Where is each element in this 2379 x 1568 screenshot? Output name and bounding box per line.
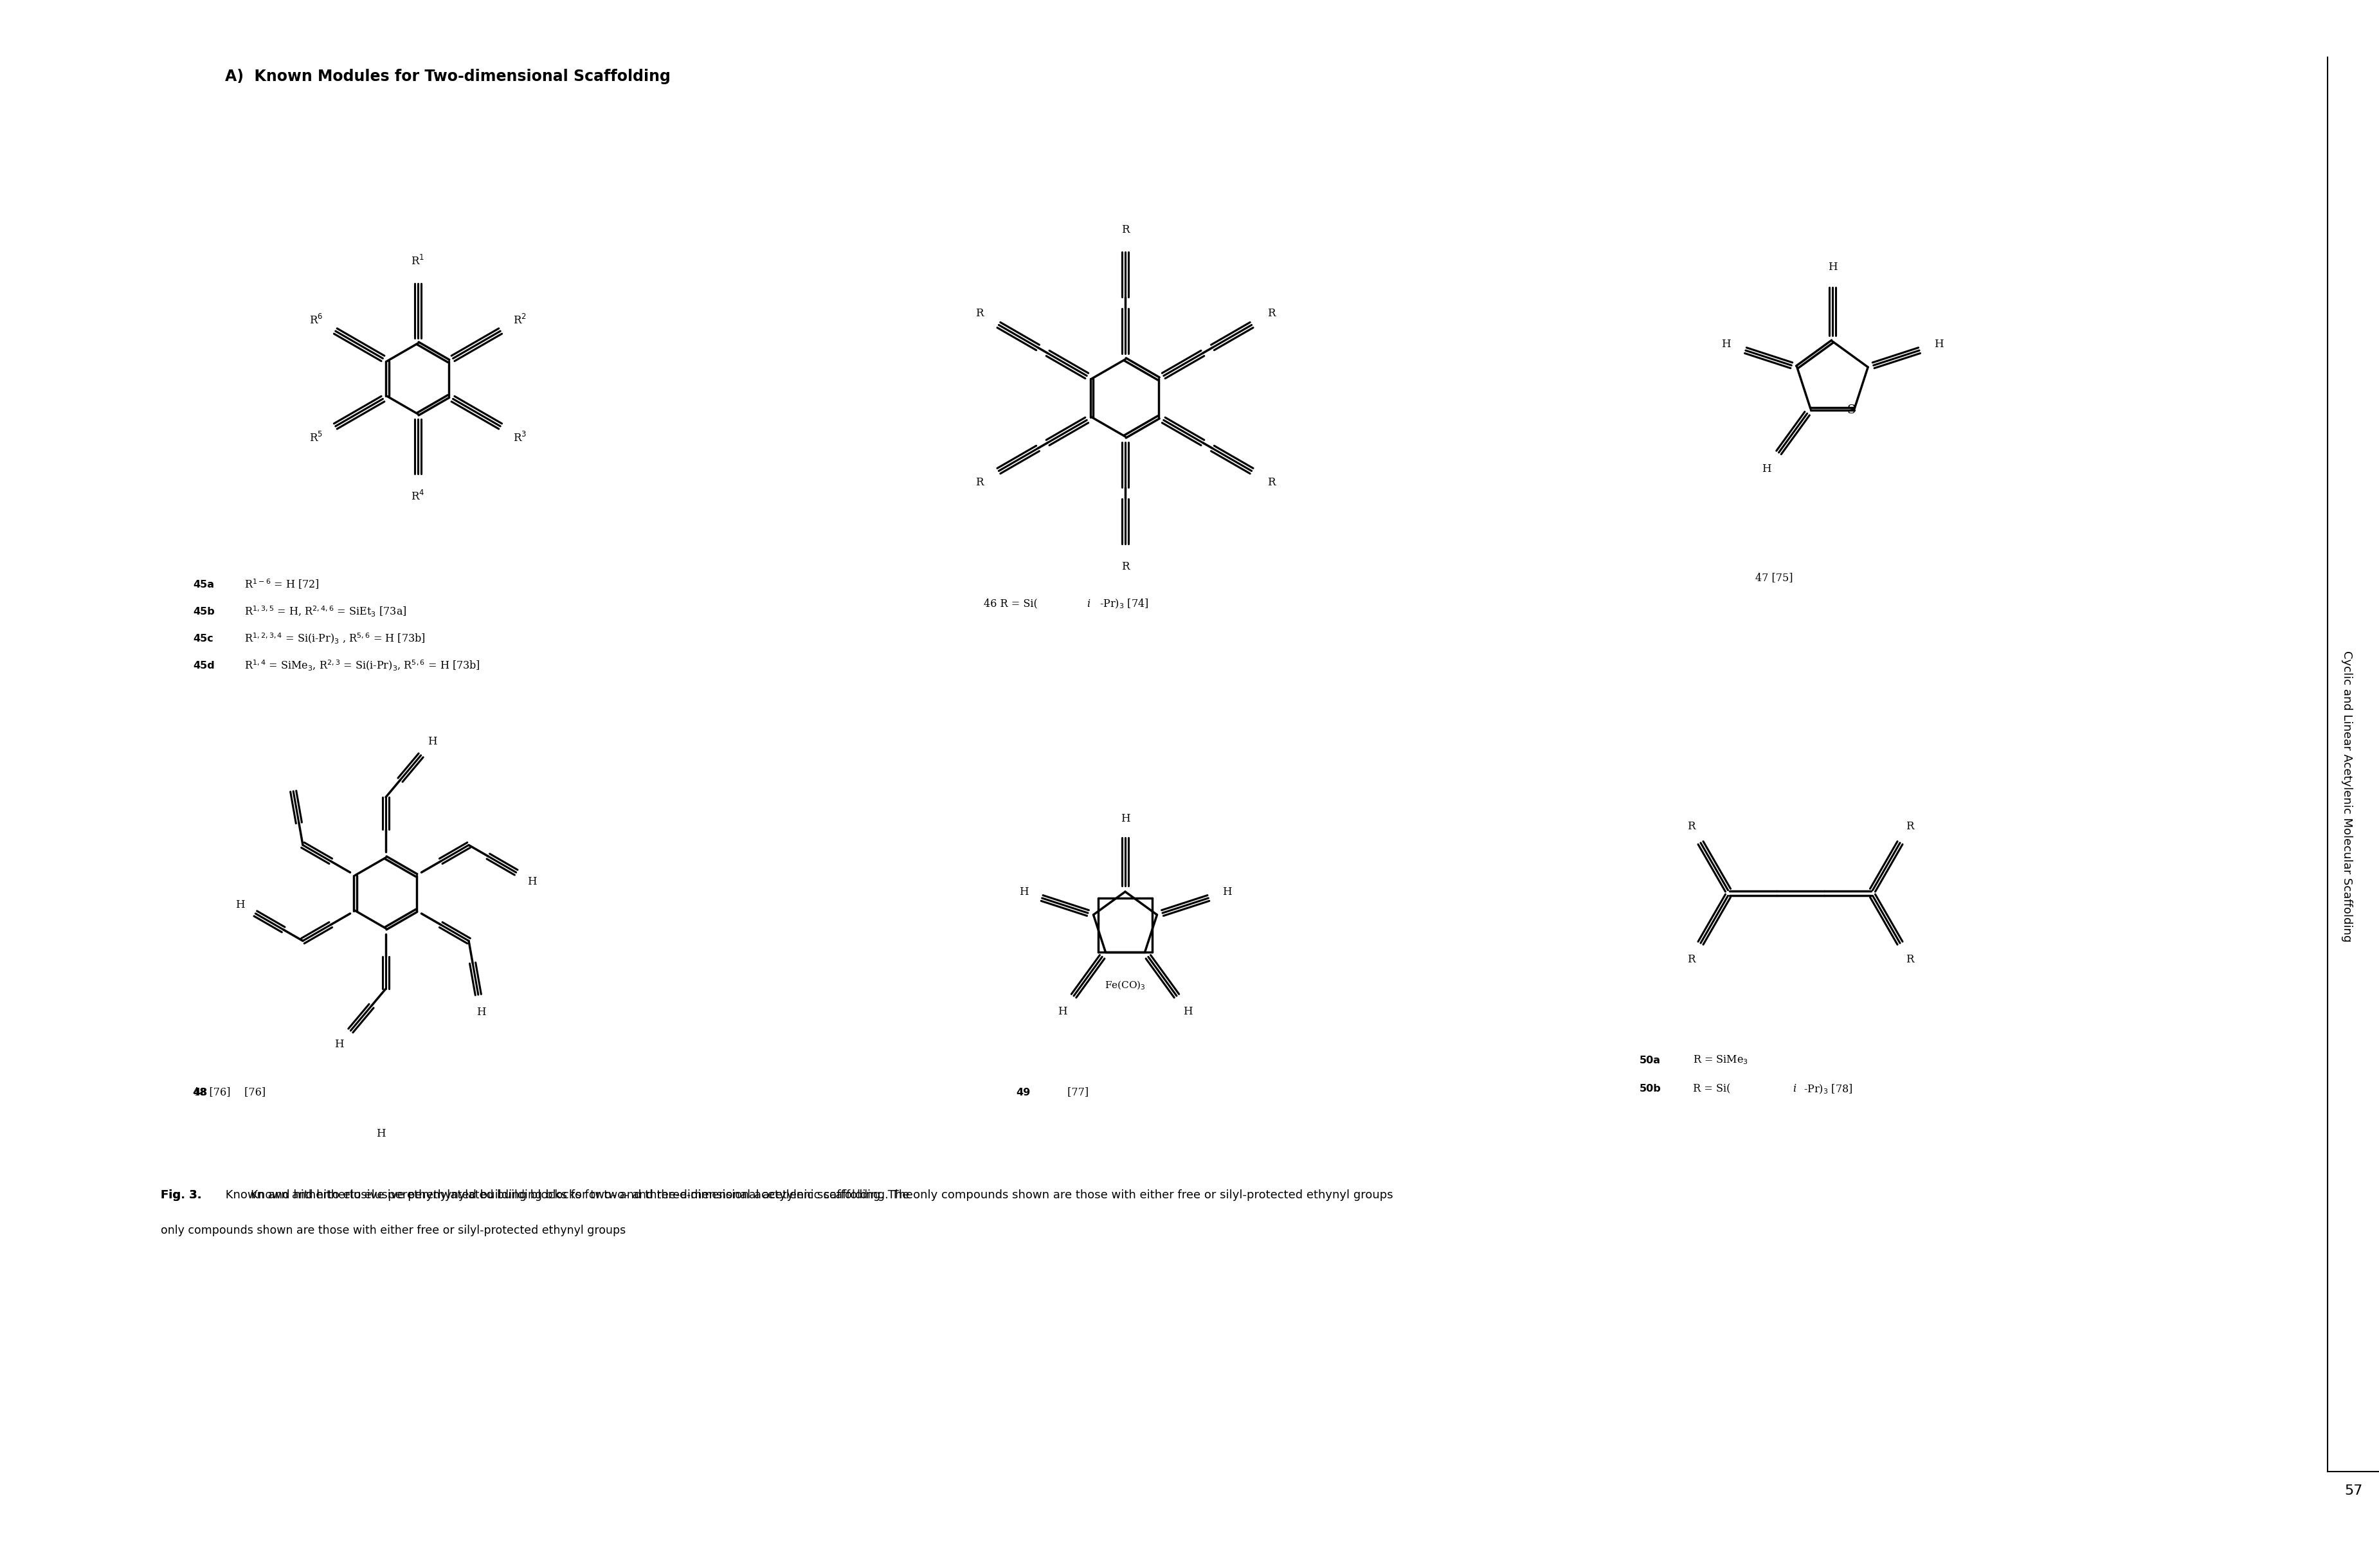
- Text: -Pr)$_3$ [78]: -Pr)$_3$ [78]: [1803, 1083, 1853, 1096]
- Text: R: R: [1687, 820, 1694, 831]
- Text: H: H: [1934, 339, 1944, 350]
- Text: H: H: [1722, 339, 1732, 350]
- Text: H: H: [1223, 886, 1232, 897]
- Text: H: H: [1827, 262, 1837, 273]
- Text: R: R: [1687, 955, 1694, 966]
- Text: 50b: 50b: [1639, 1083, 1661, 1094]
- Text: R: R: [1906, 820, 1913, 831]
- Text: R = SiMe$_3$: R = SiMe$_3$: [1689, 1054, 1749, 1066]
- Text: R$^{1-6}$ = H [72]: R$^{1-6}$ = H [72]: [240, 577, 319, 591]
- Text: R = Si(: R = Si(: [1689, 1083, 1730, 1094]
- Text: R$^1$: R$^1$: [412, 254, 426, 268]
- Text: R: R: [1268, 309, 1275, 320]
- Text: Cyclic and Linear Acetylenic Molecular Scaffolding: Cyclic and Linear Acetylenic Molecular S…: [2341, 651, 2353, 942]
- Text: H: H: [1182, 1007, 1192, 1018]
- Text: H: H: [1059, 1007, 1068, 1018]
- Text: 49: 49: [1016, 1088, 1030, 1098]
- Text: R$^6$: R$^6$: [309, 314, 324, 326]
- Text: H: H: [428, 735, 438, 746]
- Text: S: S: [1846, 405, 1856, 416]
- Text: Known and hitherto elusive perethynylated building blocks for two- and three-dim: Known and hitherto elusive perethynylate…: [250, 1190, 914, 1201]
- Text: 48 [76]: 48 [76]: [193, 1087, 231, 1098]
- Text: 57: 57: [2343, 1485, 2362, 1497]
- Text: R$^{1,2,3,4}$ = Si(i-Pr)$_3$ , R$^{5,6}$ = H [73b]: R$^{1,2,3,4}$ = Si(i-Pr)$_3$ , R$^{5,6}$…: [240, 632, 426, 644]
- Text: Fig. 3.: Fig. 3.: [162, 1190, 202, 1201]
- Text: A)  Known Modules for Two-dimensional Scaffolding: A) Known Modules for Two-dimensional Sca…: [226, 69, 671, 85]
- Text: R$^2$: R$^2$: [514, 314, 526, 326]
- Text: R$^{1,4}$ = SiMe$_3$, R$^{2,3}$ = Si(i-Pr)$_3$, R$^{5,6}$ = H [73b]: R$^{1,4}$ = SiMe$_3$, R$^{2,3}$ = Si(i-P…: [240, 659, 481, 673]
- Text: H: H: [236, 898, 245, 909]
- Text: R: R: [1121, 224, 1130, 235]
- Text: H: H: [476, 1007, 485, 1018]
- Text: H: H: [1763, 464, 1772, 475]
- Text: R$^5$: R$^5$: [309, 431, 324, 444]
- Text: -Pr)$_3$ [74]: -Pr)$_3$ [74]: [1099, 597, 1149, 610]
- Text: Known and hitherto elusive perethynylated building blocks for two- and three-dim: Known and hitherto elusive perethynylate…: [221, 1190, 1394, 1201]
- Text: H: H: [1121, 812, 1130, 823]
- Text: 47 [75]: 47 [75]: [1756, 572, 1794, 583]
- Text: Fe(CO)$_3$: Fe(CO)$_3$: [1104, 980, 1147, 991]
- Text: R$^4$: R$^4$: [412, 489, 426, 503]
- Text: only compounds shown are those with either free or silyl-protected ethynyl group: only compounds shown are those with eith…: [162, 1225, 626, 1236]
- Text: R: R: [975, 309, 983, 320]
- Text: R$^3$: R$^3$: [514, 431, 526, 444]
- Text: H: H: [376, 1129, 385, 1140]
- Text: Fig. 3.: Fig. 3.: [162, 1190, 202, 1201]
- Text: H: H: [335, 1040, 345, 1051]
- Text: R$^{1,3,5}$ = H, R$^{2,4,6}$ = SiEt$_3$ [73a]: R$^{1,3,5}$ = H, R$^{2,4,6}$ = SiEt$_3$ …: [240, 605, 407, 618]
- Text: i: i: [1794, 1083, 1796, 1094]
- Text: 45d: 45d: [193, 660, 214, 670]
- Text: 45c: 45c: [193, 633, 214, 643]
- Text: [76]: [76]: [240, 1087, 266, 1098]
- Text: [77]: [77]: [1063, 1087, 1090, 1098]
- Text: 45b: 45b: [193, 607, 214, 616]
- Text: R: R: [1268, 477, 1275, 488]
- Text: 48: 48: [193, 1088, 207, 1098]
- Text: H: H: [528, 877, 535, 887]
- Text: 46 R = Si(: 46 R = Si(: [985, 599, 1037, 608]
- Text: R: R: [1906, 955, 1913, 966]
- Text: 45a: 45a: [193, 580, 214, 590]
- Text: R: R: [1121, 561, 1130, 572]
- Text: 50a: 50a: [1639, 1055, 1661, 1065]
- Text: H: H: [1018, 886, 1028, 897]
- Text: R: R: [975, 477, 983, 488]
- Text: i: i: [1087, 599, 1090, 608]
